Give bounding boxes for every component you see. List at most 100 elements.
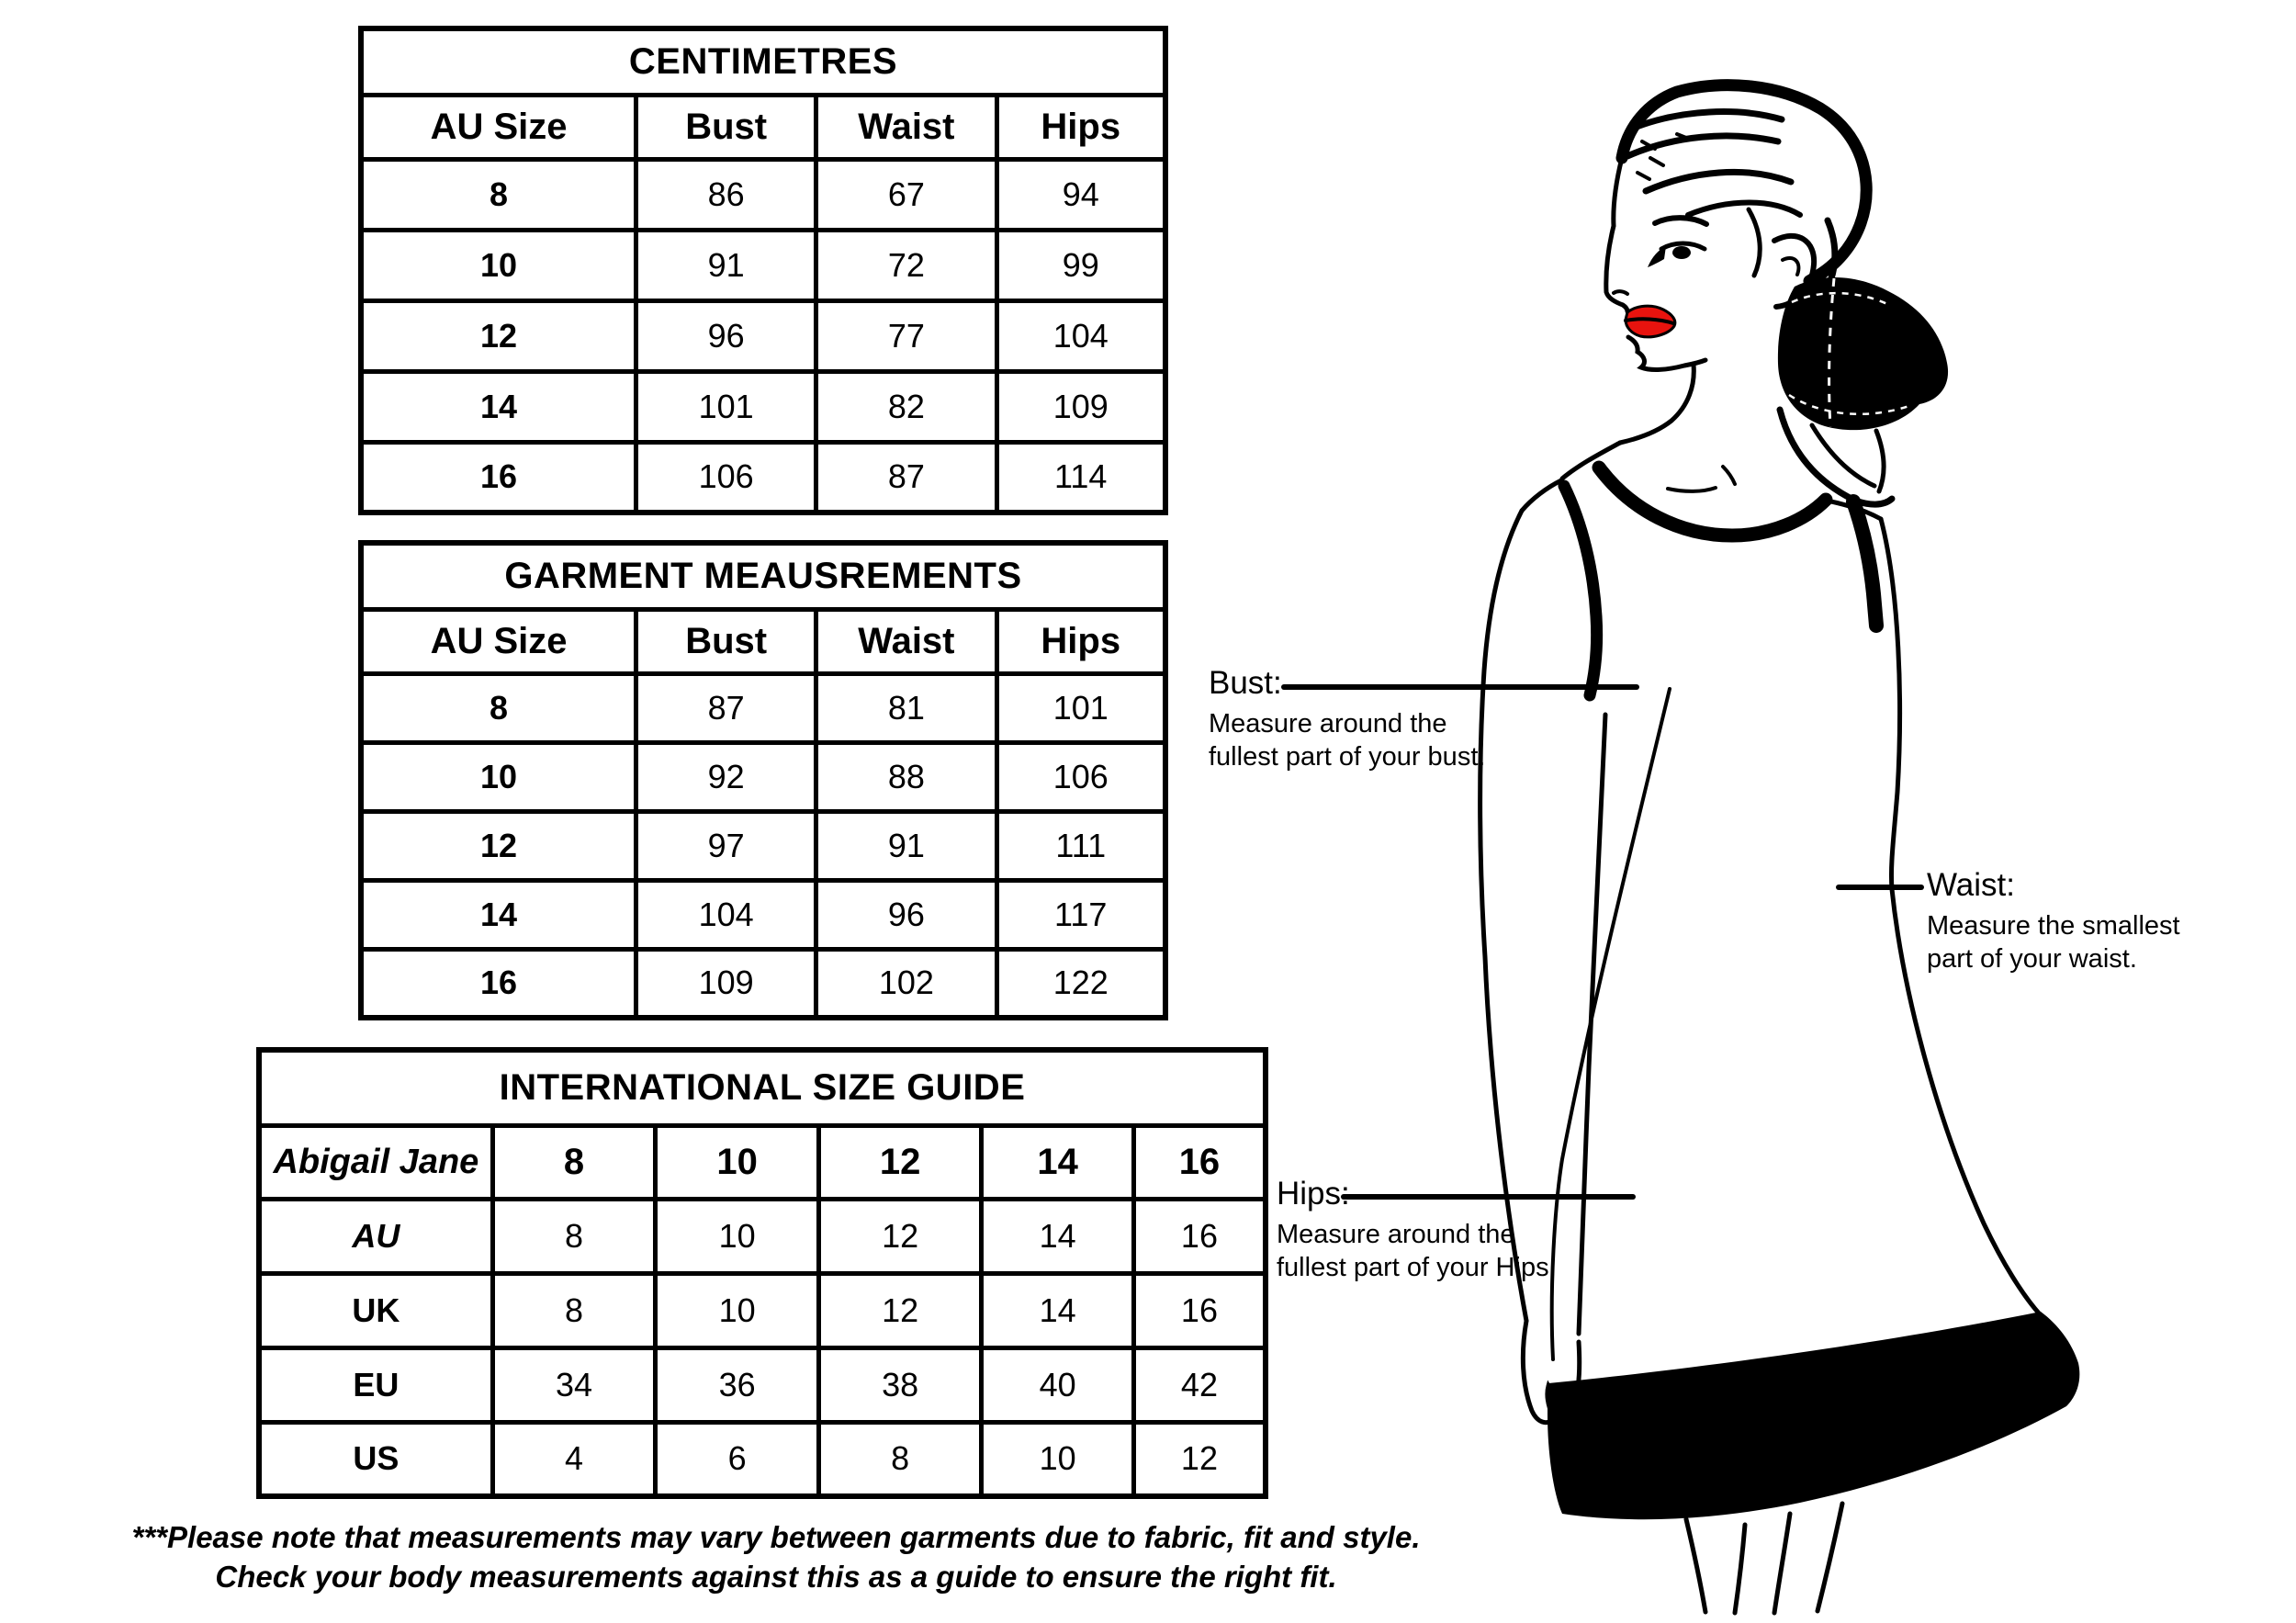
value-cell: 99 bbox=[994, 227, 1168, 303]
region-cell: EU bbox=[256, 1345, 495, 1425]
waist-description: Measure the smallest bbox=[1927, 911, 2180, 941]
value-cell: 109 bbox=[634, 946, 819, 1020]
header-cell: Waist bbox=[814, 92, 999, 162]
value-cell: 101 bbox=[634, 368, 819, 445]
value-cell: 40 bbox=[979, 1345, 1136, 1425]
size-cell: 8 bbox=[358, 156, 639, 232]
header-cell: AU Size bbox=[358, 92, 639, 162]
value-cell: 104 bbox=[994, 298, 1168, 374]
eye-lash bbox=[1648, 246, 1666, 267]
value-cell: 117 bbox=[994, 877, 1168, 952]
value-cell: 77 bbox=[814, 298, 999, 374]
value-cell: 101 bbox=[994, 671, 1168, 745]
value-cell: 12 bbox=[1131, 1419, 1268, 1499]
legs bbox=[1683, 1501, 1845, 1616]
value-cell: 36 bbox=[653, 1345, 821, 1425]
table-row: 14 104 96 117 bbox=[358, 877, 1168, 952]
left-shoulder-line bbox=[1519, 440, 1623, 513]
header-cell: 10 bbox=[653, 1122, 821, 1201]
table-row: 14 101 82 109 bbox=[358, 368, 1168, 445]
value-cell: 10 bbox=[653, 1196, 821, 1276]
table-row: 16 106 87 114 bbox=[358, 439, 1168, 515]
table-row: 12 97 91 111 bbox=[358, 808, 1168, 883]
header-cell: AU Size bbox=[358, 606, 639, 676]
size-cell: 12 bbox=[358, 808, 639, 883]
value-cell: 6 bbox=[653, 1419, 821, 1499]
value-cell: 14 bbox=[979, 1196, 1136, 1276]
value-cell: 86 bbox=[634, 156, 819, 232]
table-row: 8 87 81 101 bbox=[358, 671, 1168, 745]
header-cell: Bust bbox=[634, 92, 819, 162]
neckline-trim bbox=[1592, 460, 1833, 543]
table-row: EU 34 36 38 40 42 bbox=[256, 1345, 1268, 1425]
dress-right-edge bbox=[1878, 516, 2043, 1318]
value-cell: 91 bbox=[634, 227, 819, 303]
neck-front-line bbox=[1617, 362, 1696, 445]
hem-band bbox=[1548, 1312, 2080, 1520]
header-cell: 12 bbox=[816, 1122, 985, 1201]
collarbone-lines bbox=[1666, 465, 1737, 493]
table-row: 10 91 72 99 bbox=[358, 227, 1168, 303]
waist-label: Waist: bbox=[1927, 867, 2015, 903]
value-cell: 16 bbox=[1131, 1196, 1268, 1276]
value-cell: 87 bbox=[634, 671, 819, 745]
table-row: 16 109 102 122 bbox=[358, 946, 1168, 1020]
value-cell: 96 bbox=[634, 298, 819, 374]
value-cell: 38 bbox=[816, 1345, 985, 1425]
table-row: 12 96 77 104 bbox=[358, 298, 1168, 374]
table-row: US 4 6 8 10 12 bbox=[256, 1419, 1268, 1499]
header-cell: Hips bbox=[994, 92, 1168, 162]
value-cell: 88 bbox=[814, 739, 999, 814]
value-cell: 104 bbox=[634, 877, 819, 952]
table-title: GARMENT MEAUSREMENTS bbox=[358, 540, 1168, 612]
garment-measurements-table: GARMENT MEAUSREMENTS AU Size Bust Waist … bbox=[358, 540, 1168, 1020]
dress bbox=[1478, 440, 2080, 1520]
table-row: 10 92 88 106 bbox=[358, 739, 1168, 814]
value-cell: 94 bbox=[994, 156, 1168, 232]
table-header-row: AU Size Bust Waist Hips bbox=[358, 92, 1168, 162]
table-title: CENTIMETRES bbox=[358, 26, 1168, 97]
right-shoulder-line bbox=[1824, 498, 1884, 522]
ponytail-strand bbox=[1809, 423, 1877, 489]
value-cell: 10 bbox=[979, 1419, 1136, 1499]
header-cell: Hips bbox=[994, 606, 1168, 676]
size-cell: 8 bbox=[358, 671, 639, 745]
brand-cell: Abigail Jane bbox=[256, 1122, 495, 1201]
value-cell: 12 bbox=[816, 1270, 985, 1350]
size-cell: 14 bbox=[358, 368, 639, 445]
waist-annotation: Waist: Measure the smallest part of your… bbox=[1927, 867, 2180, 975]
hair bbox=[1615, 79, 1873, 298]
hips-description: fullest part of your Hips. bbox=[1277, 1253, 1557, 1282]
bow-seam bbox=[1828, 277, 1836, 428]
table-title-row: GARMENT MEAUSREMENTS bbox=[358, 540, 1168, 612]
value-cell: 10 bbox=[653, 1270, 821, 1350]
header-cell: Bust bbox=[634, 606, 819, 676]
value-cell: 8 bbox=[490, 1196, 658, 1276]
size-cell: 14 bbox=[358, 877, 639, 952]
value-cell: 122 bbox=[994, 946, 1168, 1020]
value-cell: 92 bbox=[634, 739, 819, 814]
table-row: UK 8 10 12 14 16 bbox=[256, 1270, 1268, 1350]
value-cell: 4 bbox=[490, 1419, 658, 1499]
region-cell: UK bbox=[256, 1270, 495, 1350]
table-header-row: Abigail Jane 8 10 12 14 16 bbox=[256, 1122, 1268, 1201]
region-cell: US bbox=[256, 1419, 495, 1499]
value-cell: 16 bbox=[1131, 1270, 1268, 1350]
table-row: 8 86 67 94 bbox=[358, 156, 1168, 232]
left-armhole-trim bbox=[1558, 479, 1604, 702]
hips-annotation: Hips: Measure around the fullest part of… bbox=[1277, 1176, 1557, 1284]
value-cell: 97 bbox=[634, 808, 819, 883]
size-cell: 10 bbox=[358, 739, 639, 814]
ponytail bbox=[1776, 406, 1896, 508]
value-cell: 109 bbox=[994, 368, 1168, 445]
value-cell: 96 bbox=[814, 877, 999, 952]
size-cell: 10 bbox=[358, 227, 639, 303]
lip-seam bbox=[1624, 317, 1675, 325]
header-cell: Waist bbox=[814, 606, 999, 676]
bust-description: fullest part of your bust. bbox=[1209, 742, 1486, 772]
value-cell: 42 bbox=[1131, 1345, 1268, 1425]
value-cell: 82 bbox=[814, 368, 999, 445]
table-header-row: AU Size Bust Waist Hips bbox=[358, 606, 1168, 676]
value-cell: 72 bbox=[814, 227, 999, 303]
